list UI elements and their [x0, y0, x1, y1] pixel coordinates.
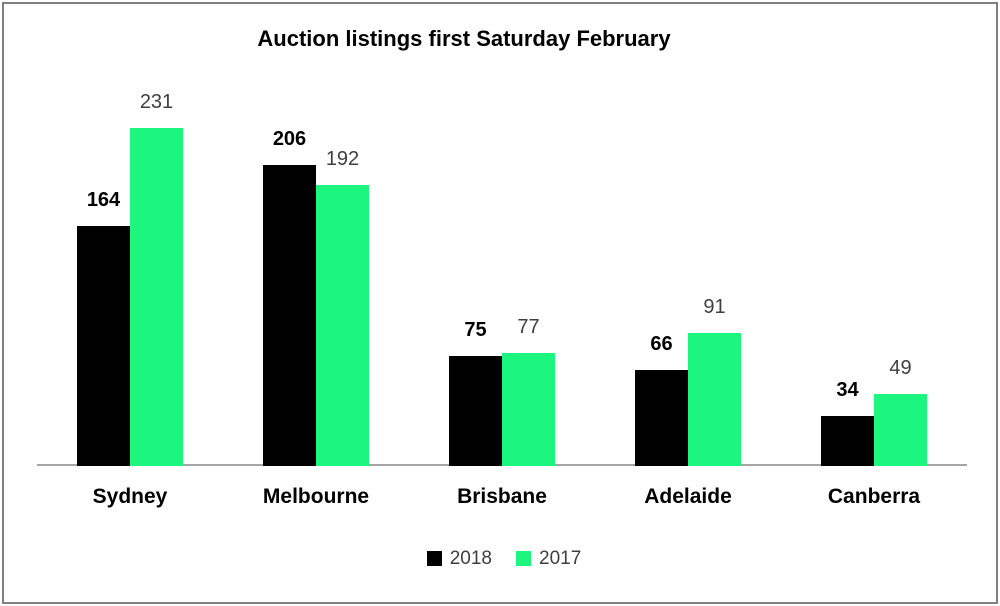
category-label-adelaide: Adelaide	[644, 485, 732, 508]
x-axis-labels: Sydney Melbourne Brisbane Adelaide Canberra	[37, 485, 967, 509]
bar-rect-2018-sydney	[77, 226, 130, 466]
value-label-2017-melbourne: 192	[325, 148, 360, 171]
category-label-sydney: Sydney	[92, 485, 168, 508]
legend-item-2017: 2017	[516, 549, 581, 568]
bar-group-adelaide: 66 91	[595, 4, 781, 466]
category-label-brisbane: Brisbane	[457, 485, 547, 508]
chart-title: Auction listings first Saturday February	[257, 26, 671, 51]
value-label-2017-brisbane: 77	[517, 316, 540, 339]
value-label-2017-canberra: 49	[889, 357, 912, 380]
bar-2017-canberra: 49	[874, 358, 927, 466]
legend-label-2018: 2018	[449, 548, 492, 569]
legend-label-2017: 2017	[539, 548, 582, 569]
bar-group-sydney: 164 231	[37, 4, 223, 466]
value-label-2017-adelaide: 91	[703, 295, 726, 318]
bar-rect-2018-canberra	[821, 416, 874, 466]
legend-item-2018: 2018	[426, 548, 492, 569]
bar-2017-brisbane: 77	[502, 317, 555, 466]
value-label-2018-melbourne: 206	[272, 127, 307, 150]
bar-rect-2017-canberra	[874, 394, 927, 466]
value-label-2018-brisbane: 75	[464, 319, 487, 342]
legend-swatch-2017	[516, 551, 531, 566]
bar-2018-sydney: 164	[77, 190, 130, 466]
bar-rect-2018-adelaide	[635, 369, 688, 466]
value-label-2018-adelaide: 66	[650, 332, 673, 355]
bar-group-brisbane: 75 77	[409, 4, 595, 466]
plot-area: 164 231 206 192 75 77 66 91 34 49	[37, 4, 967, 466]
bar-group-canberra: 34 49	[781, 4, 967, 466]
bar-2018-melbourne: 206	[263, 129, 316, 466]
bar-2017-melbourne: 192	[316, 149, 369, 466]
bar-group-melbourne: 206 192	[223, 4, 409, 466]
bar-rect-2017-adelaide	[688, 332, 741, 466]
legend: 2018 2017	[4, 549, 1000, 568]
bar-rect-2017-sydney	[130, 128, 183, 466]
value-label-2018-sydney: 164	[86, 189, 121, 212]
bar-rect-2017-brisbane	[502, 353, 555, 466]
value-label-2018-canberra: 34	[836, 379, 859, 402]
bar-rect-2017-melbourne	[316, 185, 369, 466]
bar-2017-adelaide: 91	[688, 297, 741, 466]
bar-rect-2018-melbourne	[263, 164, 316, 466]
category-label-canberra: Canberra	[827, 485, 921, 508]
bar-2018-brisbane: 75	[449, 320, 502, 466]
bar-2018-canberra: 34	[821, 380, 874, 466]
bar-2017-sydney: 231	[130, 92, 183, 466]
value-label-2017-sydney: 231	[139, 91, 174, 114]
bar-2018-adelaide: 66	[635, 332, 688, 466]
category-label-melbourne: Melbourne	[262, 485, 370, 508]
legend-swatch-2018	[426, 551, 442, 566]
bar-rect-2018-brisbane	[449, 356, 502, 466]
